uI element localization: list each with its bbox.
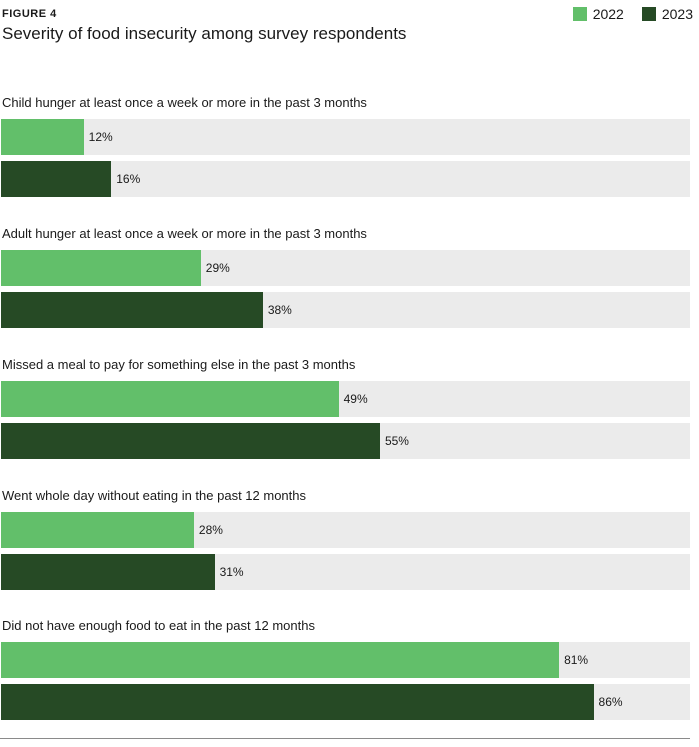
data-label-2023: 31% — [219, 565, 244, 579]
legend-item-2023: 2023 — [641, 6, 693, 22]
category-label: Did not have enough food to eat in the p… — [2, 618, 315, 633]
bar-2023 — [1, 161, 112, 197]
bar-track: 12% — [1, 119, 690, 155]
data-label-2023: 55% — [384, 434, 409, 448]
bar-2022 — [1, 381, 339, 417]
bar-2023 — [1, 684, 594, 720]
bar-track: 38% — [1, 292, 690, 328]
bar-2023 — [1, 554, 215, 590]
data-label-2022: 12% — [88, 130, 113, 144]
bar-2022 — [1, 250, 201, 286]
data-label-2022: 81% — [564, 653, 589, 667]
data-label-2023: 38% — [267, 303, 292, 317]
bar-track: 81% — [1, 642, 690, 678]
bar-track: 29% — [1, 250, 690, 286]
bar-track: 86% — [1, 684, 690, 720]
bar-track: 16% — [1, 161, 690, 197]
legend: 2022 2023 — [572, 6, 693, 22]
bar-2023 — [1, 423, 380, 459]
category-label: Adult hunger at least once a week or mor… — [2, 226, 367, 241]
chart-baseline — [0, 738, 690, 739]
bar-2022 — [1, 642, 560, 678]
chart-title: Severity of food insecurity among survey… — [2, 24, 407, 43]
legend-label-2022: 2022 — [592, 6, 624, 22]
legend-swatch-2022 — [572, 7, 587, 21]
bar-2023 — [1, 292, 263, 328]
category-label: Missed a meal to pay for something else … — [2, 357, 356, 372]
legend-item-2022: 2022 — [572, 6, 624, 22]
data-label-2022: 28% — [198, 523, 223, 537]
bar-track: 49% — [1, 381, 690, 417]
bar-track: 55% — [1, 423, 690, 459]
data-label-2022: 49% — [343, 392, 368, 406]
legend-swatch-2023 — [641, 7, 656, 21]
data-label-2023: 16% — [116, 172, 141, 186]
bar-2022 — [1, 119, 84, 155]
legend-label-2023: 2023 — [661, 6, 693, 22]
data-label-2023: 86% — [598, 695, 623, 709]
bar-track: 28% — [1, 512, 690, 548]
bar-track: 31% — [1, 554, 690, 590]
figure-label: FIGURE 4 — [2, 8, 57, 20]
category-label: Went whole day without eating in the pas… — [2, 488, 307, 503]
category-label: Child hunger at least once a week or mor… — [2, 95, 367, 110]
bar-2022 — [1, 512, 194, 548]
data-label-2022: 29% — [205, 261, 230, 275]
